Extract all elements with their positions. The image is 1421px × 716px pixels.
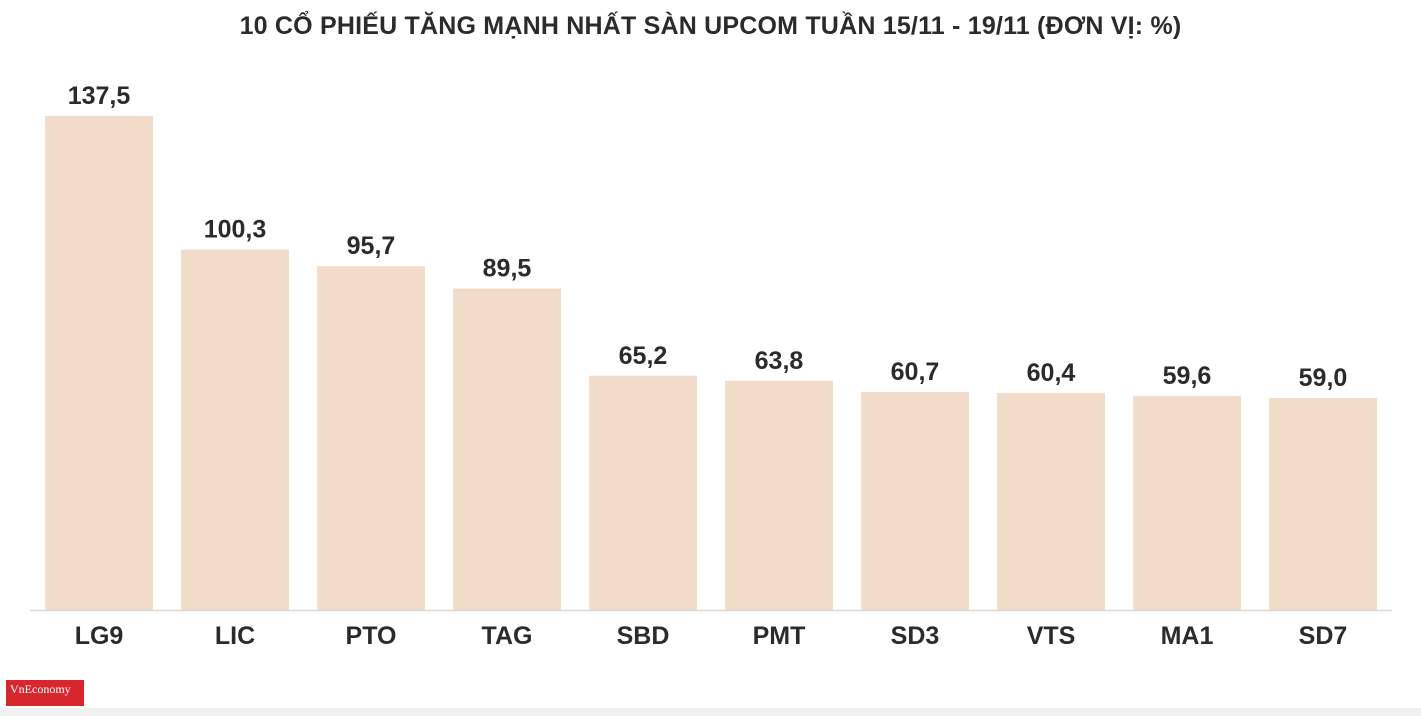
bar-tag bbox=[453, 288, 561, 610]
x-tick-label-lic: LIC bbox=[215, 622, 255, 650]
data-label-sbd: 65,2 bbox=[619, 342, 668, 370]
data-label-sd3: 60,7 bbox=[891, 358, 940, 386]
data-label-pto: 95,7 bbox=[347, 232, 396, 260]
data-label-vts: 60,4 bbox=[1027, 359, 1076, 387]
bar-pto bbox=[317, 266, 425, 610]
data-label-ma1: 59,6 bbox=[1163, 362, 1212, 390]
data-label-lg9: 137,5 bbox=[68, 82, 131, 110]
x-tick-label-ma1: MA1 bbox=[1161, 622, 1214, 650]
bar-ma1 bbox=[1133, 395, 1241, 610]
bar-lic bbox=[181, 249, 289, 610]
bar-sd3 bbox=[861, 391, 969, 610]
bar-pmt bbox=[725, 380, 833, 610]
x-tick-label-sd3: SD3 bbox=[891, 622, 940, 650]
chart-title: 10 CỔ PHIẾU TĂNG MẠNH NHẤT SÀN UPCOM TUẦ… bbox=[239, 12, 1182, 40]
data-label-pmt: 63,8 bbox=[755, 347, 804, 375]
x-tick-label-pmt: PMT bbox=[753, 622, 806, 650]
vneconomy-logo: VnEconomy bbox=[6, 680, 84, 706]
data-label-sd7: 59,0 bbox=[1299, 364, 1348, 392]
bar-vts bbox=[997, 392, 1105, 610]
x-tick-label-vts: VTS bbox=[1027, 622, 1076, 650]
x-tick-label-lg9: LG9 bbox=[75, 622, 124, 650]
bar-sbd bbox=[589, 375, 697, 610]
bar-sd7 bbox=[1269, 398, 1377, 610]
data-label-tag: 89,5 bbox=[483, 254, 532, 282]
x-tick-label-tag: TAG bbox=[482, 622, 533, 650]
x-tick-label-pto: PTO bbox=[346, 622, 397, 650]
bottom-strip bbox=[0, 708, 1421, 716]
bar-lg9 bbox=[45, 116, 153, 610]
data-label-lic: 100,3 bbox=[204, 216, 267, 244]
x-tick-label-sbd: SBD bbox=[617, 622, 670, 650]
x-tick-label-sd7: SD7 bbox=[1299, 622, 1348, 650]
